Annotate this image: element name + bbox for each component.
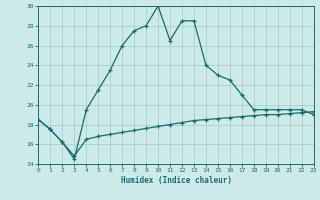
X-axis label: Humidex (Indice chaleur): Humidex (Indice chaleur)	[121, 176, 231, 185]
